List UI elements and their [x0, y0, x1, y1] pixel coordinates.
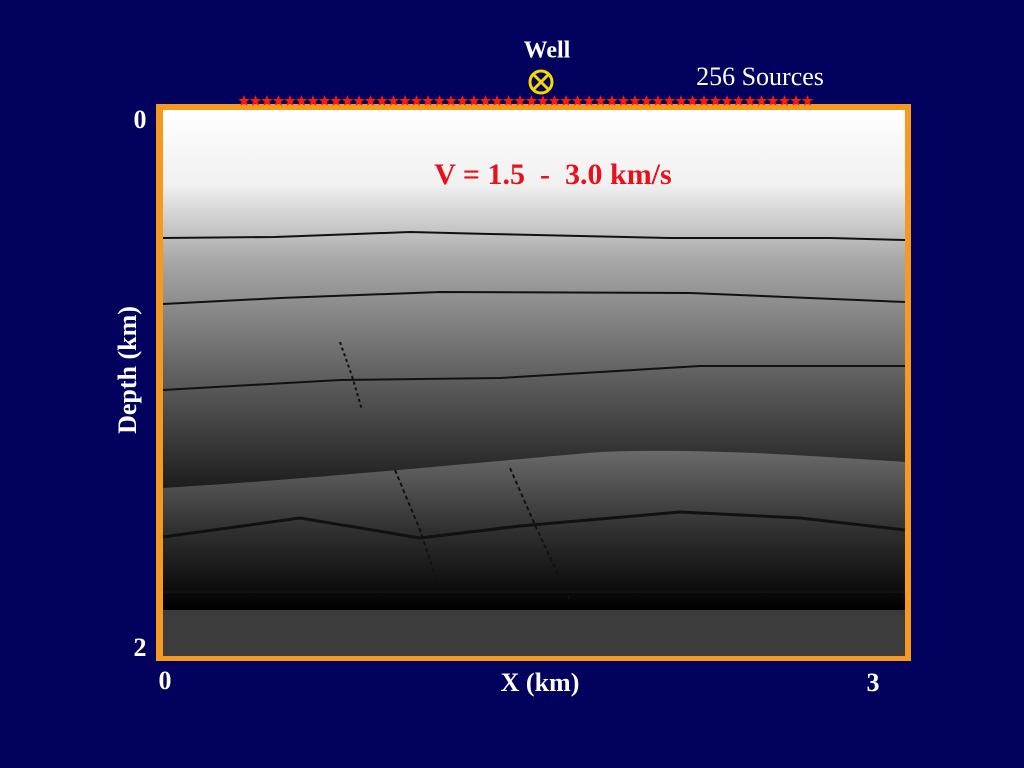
sources-label: 256 Sources: [696, 62, 824, 91]
source-marker: [709, 95, 722, 106]
source-marker: [617, 95, 630, 106]
source-marker: [445, 95, 457, 106]
source-marker: [387, 95, 400, 106]
source-marker: [537, 95, 549, 106]
source-marker: [698, 95, 710, 106]
source-marker: [732, 95, 745, 106]
source-marker: [778, 95, 791, 106]
x-tick-label: 3: [867, 668, 880, 697]
source-marker: [318, 95, 331, 106]
source-marker: [767, 95, 779, 106]
source-marker: [560, 95, 572, 106]
velocity-model: [162, 110, 906, 656]
source-marker: [721, 95, 733, 106]
source-marker: [571, 95, 584, 106]
velocity-annotation: V = 1.5 - 3.0 km/s: [434, 158, 671, 191]
source-marker: [790, 95, 802, 106]
source-marker: [364, 95, 377, 106]
source-marker: [422, 95, 434, 106]
well-label: Well: [524, 38, 571, 64]
source-marker: [249, 95, 262, 106]
source-marker: [801, 95, 814, 106]
source-marker: [353, 95, 365, 106]
source-marker: [594, 95, 607, 106]
source-marker: [514, 95, 526, 106]
source-marker: [548, 95, 561, 106]
source-marker: [491, 95, 503, 106]
source-marker: [663, 95, 676, 106]
source-marker: [525, 95, 538, 106]
source-marker: [456, 95, 469, 106]
source-marker: [376, 95, 388, 106]
source-marker: [399, 95, 411, 106]
source-marker: [675, 95, 687, 106]
x-tick-label: 0: [159, 666, 172, 695]
source-marker: [583, 95, 595, 106]
source-marker: [629, 95, 641, 106]
source-marker: [284, 95, 296, 106]
y-tick-label: 0: [134, 105, 147, 134]
source-marker: [307, 95, 319, 106]
source-marker: [640, 95, 653, 106]
y-tick-label: 2: [134, 633, 147, 662]
source-marker: [479, 95, 492, 106]
source-marker: [744, 95, 756, 106]
source-marker: [261, 95, 273, 106]
source-marker: [652, 95, 664, 106]
source-marker: [272, 95, 285, 106]
source-markers: [238, 95, 814, 106]
source-marker: [341, 95, 354, 106]
source-marker: [238, 95, 250, 106]
y-axis-label: Depth (km): [113, 306, 142, 434]
source-marker: [330, 95, 342, 106]
source-marker: [410, 95, 423, 106]
source-marker: [686, 95, 699, 106]
well-symbol: [528, 69, 554, 95]
source-marker: [502, 95, 515, 106]
source-marker: [433, 95, 446, 106]
source-marker: [295, 95, 308, 106]
source-marker: [606, 95, 618, 106]
source-marker: [468, 95, 480, 106]
x-axis-label: X (km): [501, 668, 580, 697]
source-marker: [755, 95, 768, 106]
